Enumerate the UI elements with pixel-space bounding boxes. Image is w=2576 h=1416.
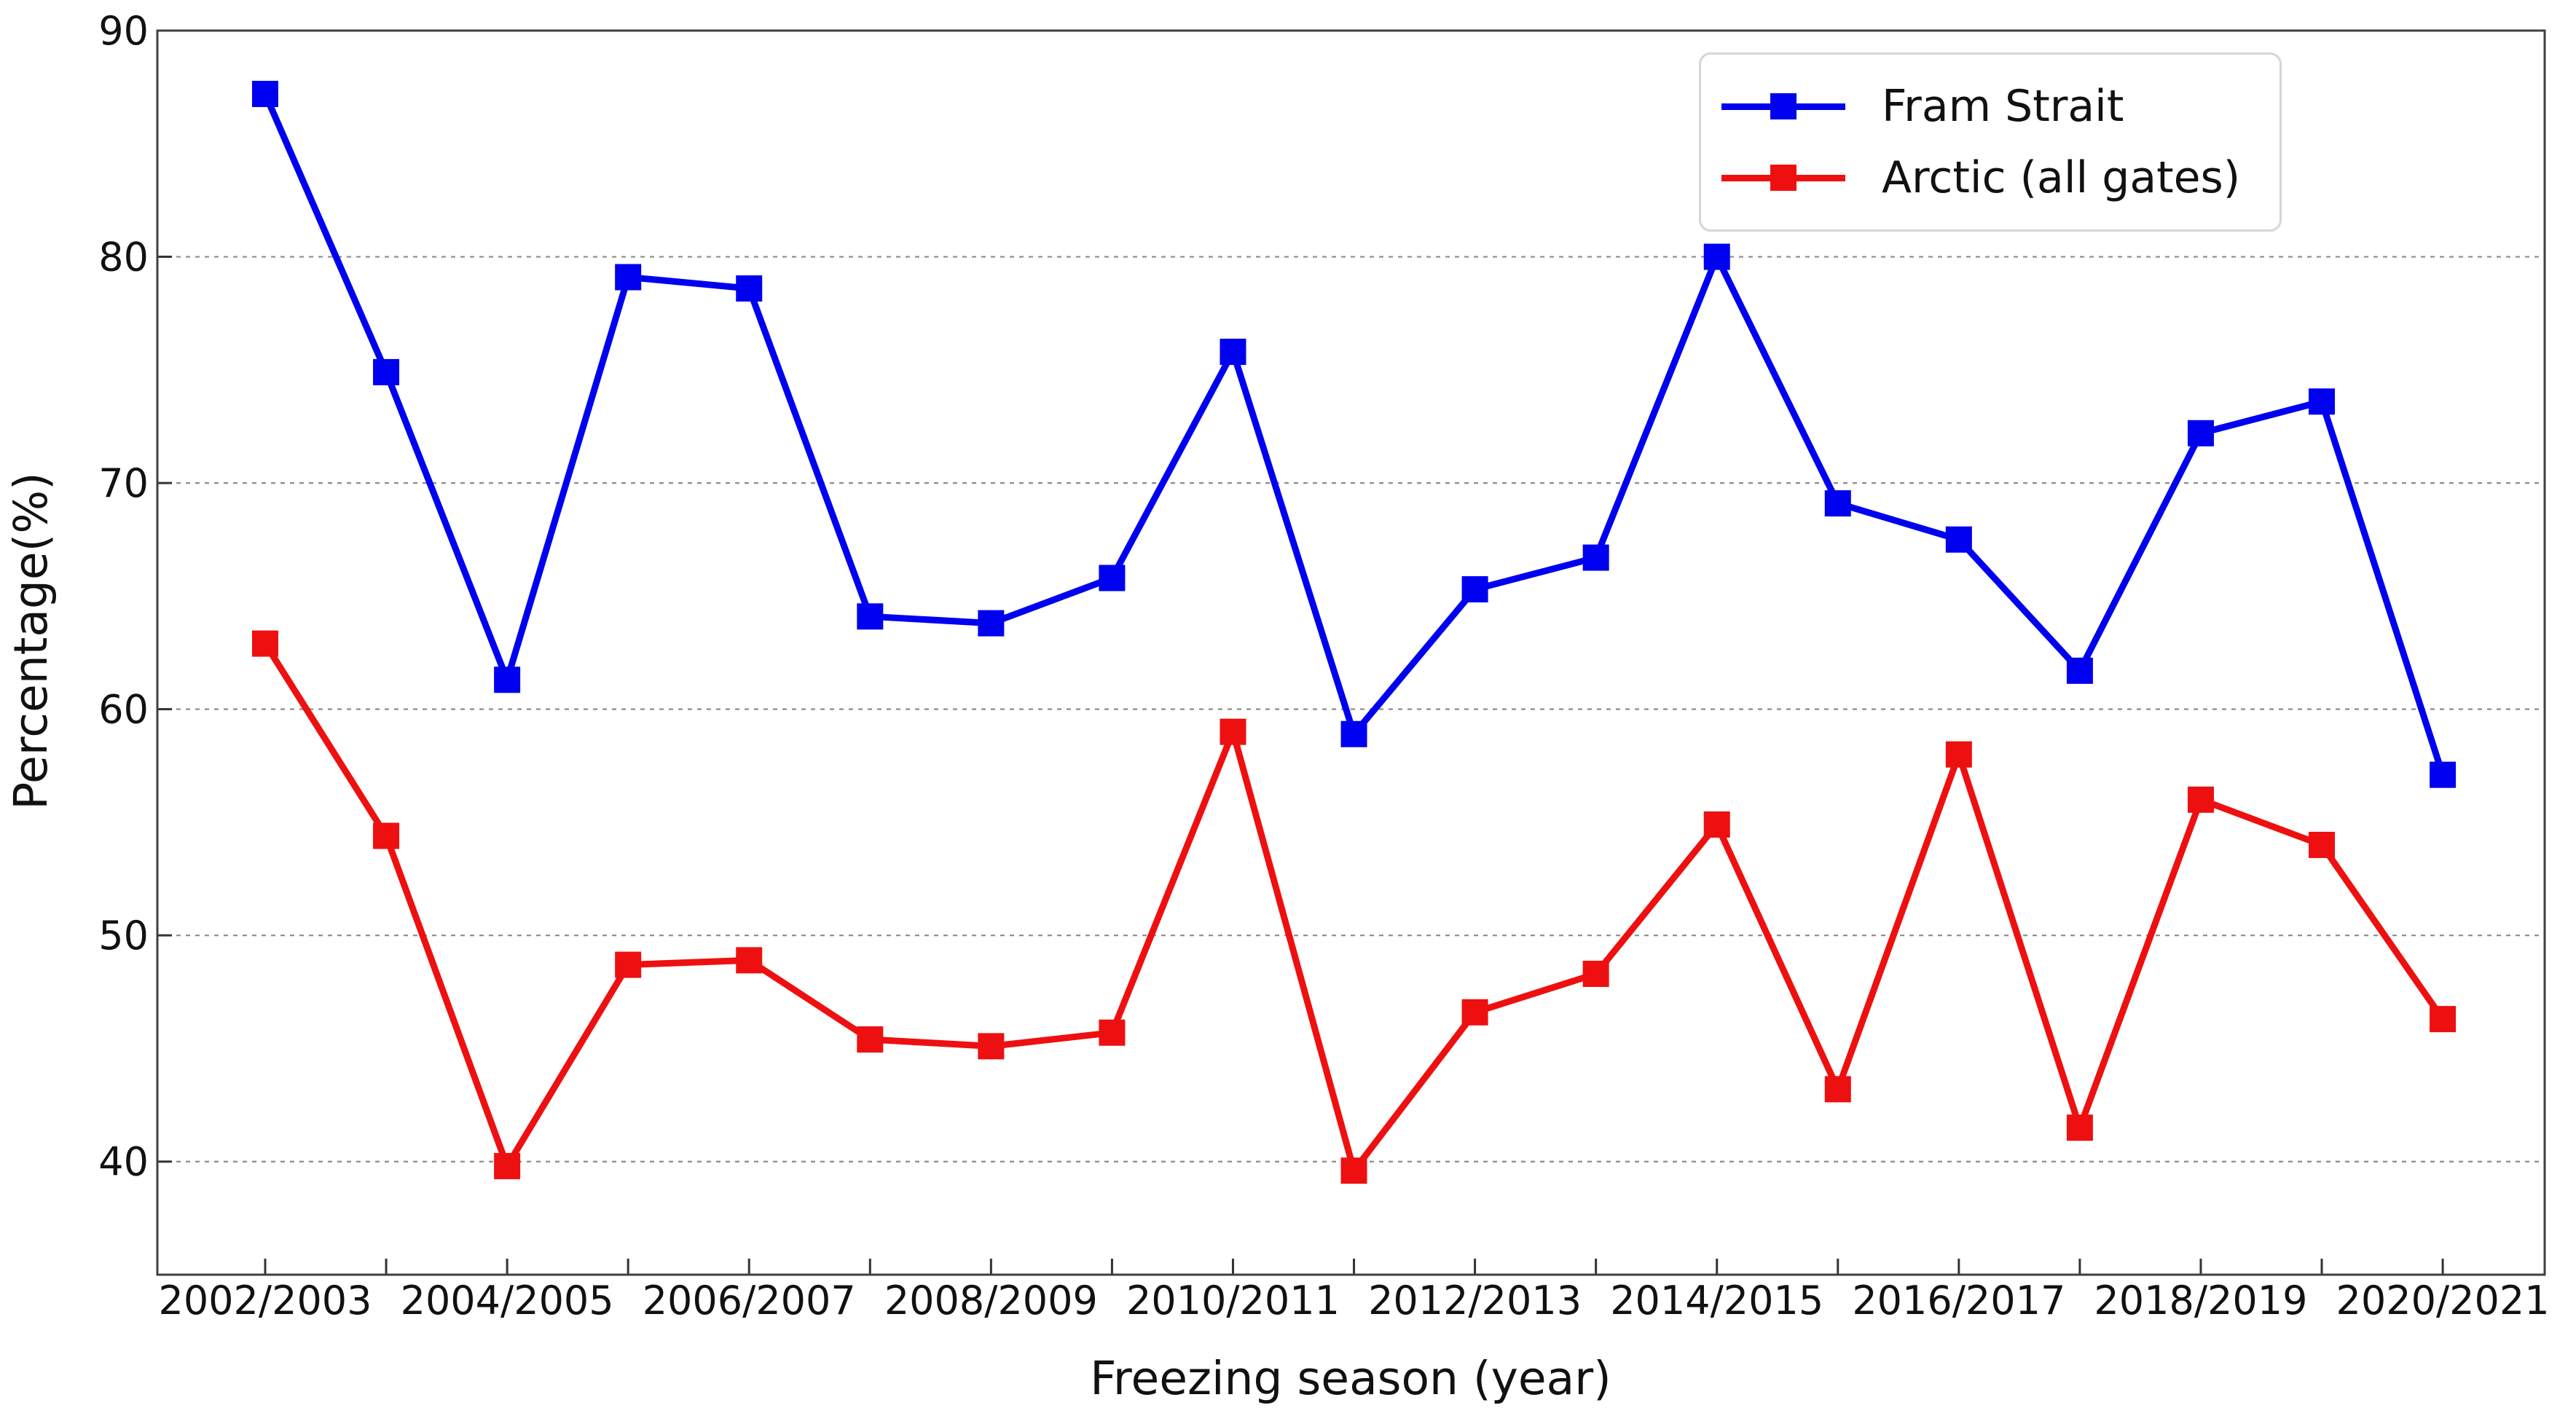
data-point-marker	[1099, 565, 1126, 591]
data-point-marker	[2187, 786, 2214, 813]
y-tick-label: 90	[98, 8, 149, 54]
data-point-marker	[1340, 1157, 1367, 1184]
data-point-marker	[1703, 243, 1730, 270]
y-axis-ticks: 40 50 60 70 80 90	[98, 8, 172, 1185]
plot-border	[156, 29, 2546, 1276]
data-point-marker	[1461, 999, 1488, 1026]
data-point-marker	[1945, 741, 1972, 768]
data-point-marker	[1824, 1076, 1851, 1103]
data-point-marker	[615, 264, 642, 291]
data-point-marker	[978, 610, 1005, 637]
y-tick-label: 70	[98, 460, 149, 506]
x-tick-label: 2006/2007	[643, 1278, 856, 1323]
data-point-marker	[373, 822, 400, 849]
data-point-marker	[1461, 576, 1488, 603]
x-tick-label: 2016/2017	[1852, 1278, 2065, 1323]
data-point-marker	[494, 1152, 521, 1179]
data-point-marker	[2430, 761, 2457, 788]
square-marker-icon	[1770, 165, 1796, 191]
legend-item-fram-strait: Fram Strait	[1701, 81, 2246, 132]
legend: Fram Strait Arctic (all gates)	[1699, 52, 2282, 232]
data-point-marker	[252, 80, 278, 107]
y-tick-label: 50	[98, 913, 149, 959]
x-tick-label: 2010/2011	[1126, 1278, 1340, 1323]
data-point-marker	[1703, 811, 1730, 838]
data-point-marker	[857, 603, 884, 630]
y-tick-label: 40	[98, 1139, 149, 1185]
data-point-marker	[1220, 338, 1246, 365]
data-point-marker	[1340, 720, 1367, 747]
data-point-marker	[736, 947, 763, 974]
y-tick-label: 80	[98, 235, 149, 280]
data-point-marker	[494, 666, 521, 693]
data-point-marker	[2430, 1006, 2457, 1033]
data-point-marker	[2066, 1114, 2093, 1141]
y-tick-label: 60	[98, 687, 149, 733]
chart-plot-area: 2002/2003 2004/2005 2006/2007 2008/2009 2010…	[98, 8, 2549, 1323]
y-axis-title: Percentage(%)	[4, 472, 58, 809]
data-point-marker	[2309, 388, 2336, 415]
series-arctic-all-gates-	[252, 630, 2457, 1184]
data-point-marker	[1824, 490, 1851, 517]
x-tick-label: 2002/2003	[158, 1278, 372, 1323]
data-point-marker	[736, 275, 763, 302]
data-point-marker	[978, 1033, 1005, 1060]
data-point-marker	[373, 358, 400, 385]
x-axis-title: Freezing season (year)	[1090, 1352, 1611, 1405]
legend-label: Arctic (all gates)	[1882, 152, 2241, 203]
x-tick-label: 2020/2021	[2336, 1278, 2550, 1323]
data-point-marker	[2187, 420, 2214, 447]
x-tick-label: 2012/2013	[1368, 1278, 1582, 1323]
square-marker-icon	[1770, 93, 1796, 119]
x-tick-label: 2008/2009	[884, 1278, 1098, 1323]
data-point-marker	[1099, 1019, 1126, 1046]
data-point-marker	[1582, 960, 1609, 987]
data-point-marker	[1220, 718, 1246, 745]
data-point-marker	[615, 951, 642, 978]
legend-item-arctic-all-gates: Arctic (all gates)	[1701, 152, 2246, 203]
series-fram-strait	[252, 80, 2457, 788]
legend-sample-fram-strait	[1721, 93, 1845, 119]
data-point-marker	[2309, 831, 2336, 858]
data-point-marker	[1945, 526, 1972, 553]
x-axis-ticks: 2002/2003 2004/2005 2006/2007 2008/2009 2010…	[158, 1259, 2550, 1323]
data-point-marker	[2066, 657, 2093, 684]
data-point-marker	[252, 630, 278, 657]
legend-label: Fram Strait	[1882, 81, 2124, 132]
x-tick-label: 2014/2015	[1610, 1278, 1823, 1323]
legend-sample-arctic-all-gates	[1721, 165, 1845, 191]
x-tick-label: 2004/2005	[401, 1278, 614, 1323]
data-point-marker	[1582, 544, 1609, 571]
grid-lines	[157, 256, 2545, 1163]
x-tick-label: 2018/2019	[2094, 1278, 2307, 1323]
data-point-marker	[857, 1026, 884, 1053]
